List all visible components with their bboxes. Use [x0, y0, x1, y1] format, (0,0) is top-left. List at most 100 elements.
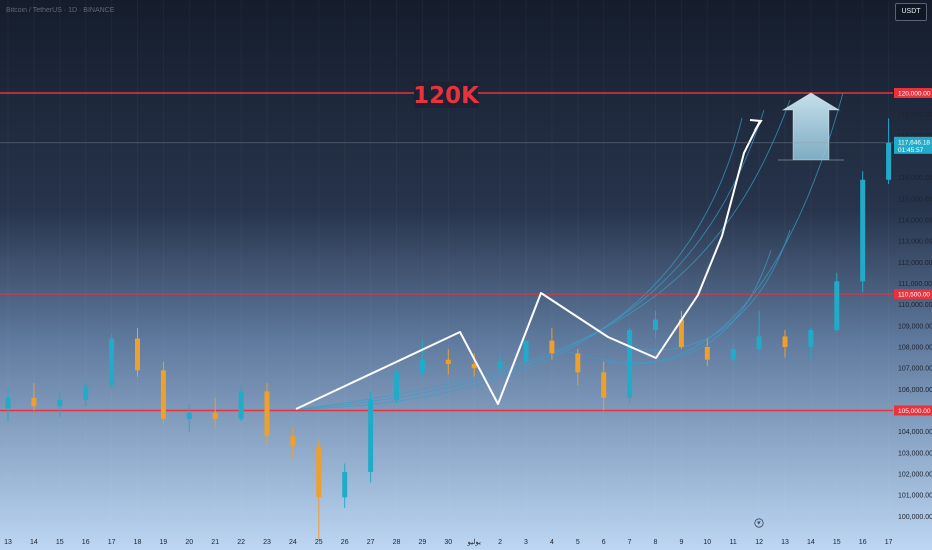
time-tick-label: 3: [524, 539, 528, 546]
candles-group[interactable]: [5, 118, 892, 540]
candle[interactable]: [31, 397, 37, 407]
time-tick-label: 20: [185, 539, 193, 546]
candle[interactable]: [704, 347, 710, 360]
time-tick-label: 23: [263, 539, 271, 546]
candle[interactable]: [730, 349, 736, 360]
candle[interactable]: [342, 471, 348, 498]
parabolic-curve: [569, 249, 772, 364]
time-tick-label: 26: [341, 539, 349, 546]
time-tick-label: 13: [781, 539, 789, 546]
candle[interactable]: [290, 435, 296, 447]
time-tick-label: 6: [602, 539, 606, 546]
price-tick-label: 115,000.00: [898, 196, 932, 203]
time-tick-label: يوليو: [466, 538, 480, 546]
time-tick-label: 7: [628, 539, 632, 546]
candle[interactable]: [5, 397, 11, 409]
price-tick-label: 102,000.00: [898, 472, 932, 479]
candle[interactable]: [394, 372, 399, 400]
candle[interactable]: [264, 391, 270, 436]
time-tick-label: 28: [393, 539, 401, 546]
price-tick-label: 108,000.00: [898, 345, 932, 352]
time-tick-label: 17: [108, 539, 116, 546]
candle[interactable]: [135, 338, 140, 371]
level-price-tag-label: 120,000.00: [898, 91, 931, 98]
time-tick-label: 17: [885, 539, 893, 546]
level-price-tag-label: 110,500.00: [898, 292, 930, 299]
time-tick-label: 12: [755, 539, 763, 546]
candle[interactable]: [627, 330, 633, 398]
candle-countdown: 01:45:57: [898, 147, 924, 154]
candle[interactable]: [419, 359, 425, 373]
parabolic-curve: [631, 229, 791, 351]
candle[interactable]: [886, 142, 892, 180]
price-tick-label: 104,000.00: [898, 429, 932, 436]
current-price-value: 117,646.18: [898, 139, 930, 146]
candle[interactable]: [238, 391, 244, 419]
candle[interactable]: [368, 399, 374, 472]
time-tick-label: 15: [56, 539, 64, 546]
candle[interactable]: [83, 385, 89, 400]
price-axis[interactable]: 100,000.00 101,000.00 102,000.00 103,000.00…: [898, 112, 932, 521]
candle[interactable]: [860, 179, 866, 282]
level-price-tag[interactable]: [894, 405, 932, 416]
candle[interactable]: [653, 319, 658, 331]
candle[interactable]: [212, 412, 218, 419]
price-tick-label: 114,000.00: [898, 218, 932, 225]
candle[interactable]: [160, 370, 166, 419]
price-tick-label: 103,000.00: [898, 450, 932, 457]
candle[interactable]: [678, 319, 684, 347]
parabolic-curve: [607, 92, 844, 365]
time-tick-label: 11: [730, 539, 737, 546]
time-tick-label: 10: [703, 539, 711, 546]
time-axis[interactable]: 13 14 15 16 17 18 19 20 21 22 23 24 25 26 27 28 29 30 يولي…: [4, 538, 892, 546]
candle[interactable]: [57, 399, 63, 407]
parabolic-curves: [299, 92, 844, 410]
time-tick-label: 19: [160, 539, 168, 546]
price-tick-label: 119,000.00: [898, 112, 932, 119]
candle[interactable]: [186, 412, 192, 419]
parabolic-curve: [299, 109, 765, 410]
candle[interactable]: [575, 353, 581, 373]
time-tick-label: 16: [859, 539, 867, 546]
level-price-tag[interactable]: [894, 289, 932, 300]
price-tick-label: 118,000.00: [898, 133, 932, 140]
reset-zoom-icon[interactable]: [754, 518, 764, 528]
time-tick-label: 30: [444, 539, 452, 546]
candle[interactable]: [471, 363, 477, 369]
pattern-zigzag-line: [295, 120, 761, 410]
price-tick-label: 113,000.00: [898, 239, 932, 246]
time-tick-label: 21: [211, 539, 219, 546]
target-label-backdrop: [414, 82, 478, 108]
candle[interactable]: [316, 446, 322, 498]
candle[interactable]: [497, 361, 503, 369]
candle[interactable]: [808, 330, 814, 347]
level-price-tag[interactable]: [894, 88, 932, 98]
currency-selector[interactable]: USDT: [895, 3, 927, 21]
candle[interactable]: [601, 372, 607, 398]
time-tick-label: 8: [654, 539, 658, 546]
candle[interactable]: [782, 336, 788, 347]
time-tick-label: 14: [807, 539, 815, 546]
price-pattern-lines: [295, 119, 763, 410]
time-tick-label: 15: [833, 539, 841, 546]
time-tick-label: 18: [134, 539, 142, 546]
price-tick-label: 100,000.00: [898, 514, 932, 521]
time-tick-label: 29: [419, 539, 427, 546]
time-tick-label: 14: [30, 539, 38, 546]
price-tick-label: 110,000.00: [898, 302, 932, 309]
current-price-tag[interactable]: [894, 136, 932, 154]
time-tick-label: 22: [237, 539, 245, 546]
price-tick-label: 111,000.00: [898, 281, 932, 288]
time-tick-label: 24: [289, 539, 297, 546]
candle[interactable]: [523, 340, 529, 362]
candle[interactable]: [445, 359, 451, 364]
time-tick-label: 4: [550, 539, 554, 546]
time-tick-label: 25: [315, 539, 323, 546]
price-tick-label: 116,000.00: [898, 175, 932, 182]
candle[interactable]: [549, 340, 555, 354]
candle[interactable]: [756, 336, 762, 350]
candle[interactable]: [109, 338, 115, 386]
candle[interactable]: [834, 281, 840, 331]
